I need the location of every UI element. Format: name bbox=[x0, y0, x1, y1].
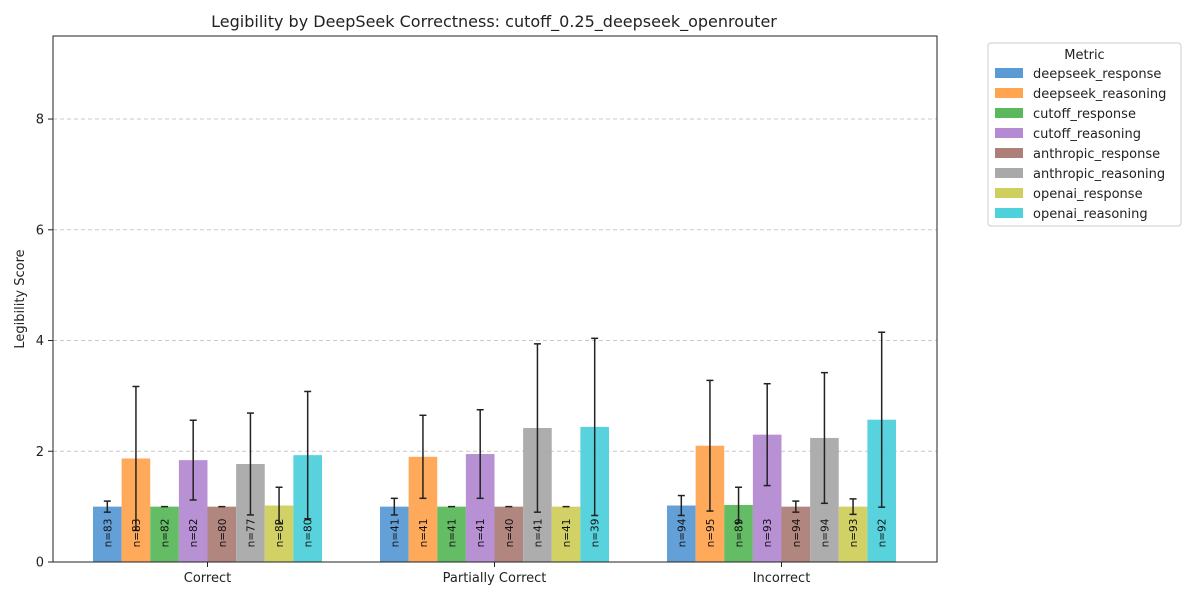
legend-label-deepseek_reasoning: deepseek_reasoning bbox=[1033, 87, 1166, 102]
legend-label-openai_response: openai_response bbox=[1033, 187, 1143, 202]
n-label: n=83 bbox=[131, 519, 143, 548]
bar-openai_response-2 bbox=[838, 506, 868, 562]
n-label: n=89 bbox=[734, 519, 746, 548]
legend-label-anthropic_response: anthropic_response bbox=[1033, 147, 1160, 162]
n-label: n=82 bbox=[160, 519, 172, 548]
legend-swatch-anthropic_reasoning bbox=[995, 168, 1023, 178]
n-label: n=95 bbox=[705, 519, 717, 548]
n-label: n=41 bbox=[561, 519, 573, 548]
legend-swatch-cutoff_reasoning bbox=[995, 128, 1023, 138]
legend-title: Metric bbox=[1064, 48, 1104, 63]
legend-label-cutoff_reasoning: cutoff_reasoning bbox=[1033, 127, 1141, 142]
y-tick-label: 4 bbox=[36, 334, 44, 349]
y-tick-label: 6 bbox=[36, 223, 44, 238]
n-label: n=39 bbox=[590, 519, 602, 548]
bar-deepseek_response-1 bbox=[380, 506, 409, 562]
bar-cutoff_response-0 bbox=[150, 506, 179, 562]
n-label: n=41 bbox=[418, 519, 430, 548]
n-label: n=83 bbox=[102, 519, 114, 548]
n-label: n=41 bbox=[447, 519, 459, 548]
chart-title: Legibility by DeepSeek Correctness: cuto… bbox=[211, 12, 777, 32]
n-label: n=77 bbox=[245, 519, 257, 548]
bar-openai_response-1 bbox=[551, 506, 581, 562]
legend-swatch-deepseek_response bbox=[995, 68, 1023, 78]
n-label: n=82 bbox=[274, 519, 286, 548]
legend-label-deepseek_response: deepseek_response bbox=[1033, 67, 1161, 82]
n-label: n=93 bbox=[762, 519, 774, 548]
legend-box bbox=[987, 42, 1182, 227]
legend-label-cutoff_response: cutoff_response bbox=[1033, 107, 1136, 122]
legend-label-openai_reasoning: openai_reasoning bbox=[1033, 207, 1148, 222]
n-label: n=80 bbox=[303, 519, 315, 548]
bar-anthropic_response-2 bbox=[781, 506, 811, 562]
n-label: n=82 bbox=[188, 519, 200, 548]
x-tick-label: Correct bbox=[184, 571, 231, 586]
x-tick-label: Incorrect bbox=[753, 571, 811, 586]
n-label: n=93 bbox=[848, 519, 860, 548]
legend-swatch-openai_reasoning bbox=[995, 208, 1023, 218]
plot-area: 0 2 4 6 8 n=83 n=83 n=82 n=82 n=80 n=77 n=82 n=80 Cor… bbox=[36, 35, 938, 586]
n-label: n=80 bbox=[217, 519, 229, 548]
bar-deepseek_response-0 bbox=[93, 506, 122, 562]
n-label: n=94 bbox=[676, 518, 688, 547]
bar-anthropic_response-0 bbox=[207, 506, 237, 562]
legend-swatch-deepseek_reasoning bbox=[995, 88, 1023, 98]
plot-frame bbox=[52, 35, 938, 563]
y-tick-label: 0 bbox=[36, 556, 44, 571]
legend-swatch-openai_response bbox=[995, 188, 1023, 198]
y-axis-label: Legibility Score bbox=[13, 249, 28, 348]
n-label: n=41 bbox=[532, 519, 544, 548]
n-label: n=94 bbox=[791, 518, 803, 547]
y-tick-label: 2 bbox=[36, 445, 44, 460]
n-label: n=94 bbox=[819, 518, 831, 547]
y-tick-label: 8 bbox=[36, 113, 44, 128]
n-label: n=41 bbox=[475, 519, 487, 548]
x-tick-label: Partially Correct bbox=[443, 571, 547, 586]
n-label: n=92 bbox=[877, 519, 889, 548]
legend-swatch-anthropic_response bbox=[995, 148, 1023, 158]
legend-swatch-cutoff_response bbox=[995, 108, 1023, 118]
bar-anthropic_response-1 bbox=[494, 506, 524, 562]
legend-label-anthropic_reasoning: anthropic_reasoning bbox=[1033, 167, 1165, 182]
n-label: n=41 bbox=[389, 519, 401, 548]
bar-cutoff_response-1 bbox=[437, 506, 466, 562]
legend: Metric deepseek_response deepseek_reasonin… bbox=[987, 42, 1182, 227]
n-label: n=40 bbox=[504, 519, 516, 548]
